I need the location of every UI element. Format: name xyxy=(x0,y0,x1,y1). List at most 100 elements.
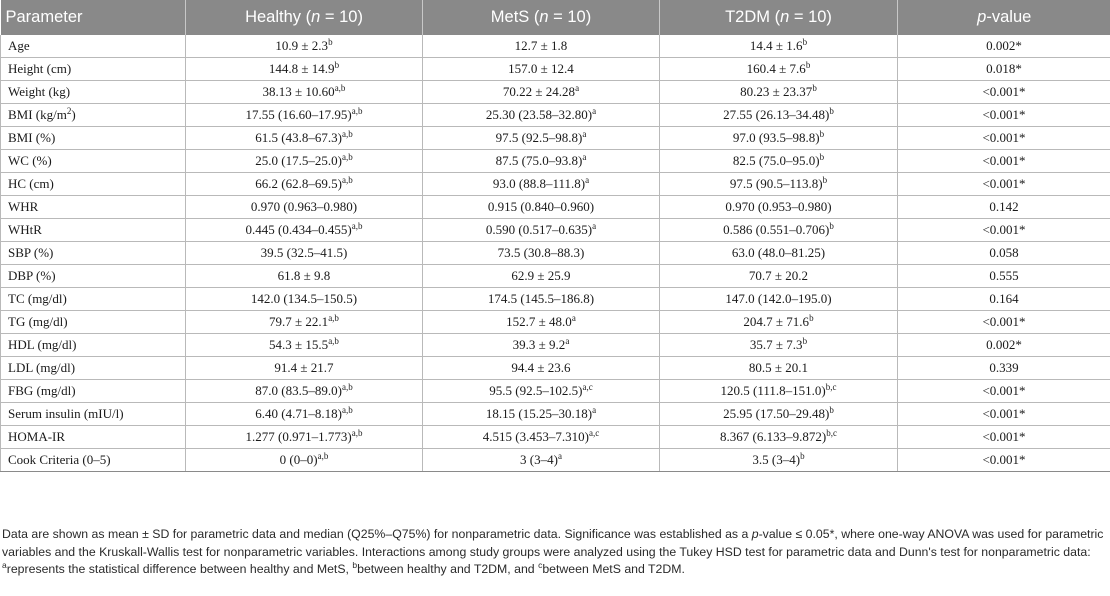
cell-t2dm: 27.55 (26.13–34.48)b xyxy=(659,103,898,127)
cell-healthy: 6.40 (4.71–8.18)a,b xyxy=(185,402,423,426)
cell-p-value: <0.001* xyxy=(897,80,1110,104)
significance-superscript: a,b xyxy=(328,336,339,346)
cell-value: 152.7 ± 48.0 xyxy=(506,314,572,329)
cell-healthy: 0.970 (0.963–0.980) xyxy=(185,195,423,219)
significance-superscript: a,b xyxy=(341,152,353,162)
header-healthy: Healthy (n = 10) xyxy=(185,0,423,35)
cell-mets: 94.4 ± 23.6 xyxy=(422,356,660,380)
significance-superscript: a,b xyxy=(341,129,353,139)
cell-value: TC (mg/dl) xyxy=(8,291,67,306)
table-row: Height (cm) 144.8 ± 14.9b 157.0 ± 12.4 160.… xyxy=(0,57,1110,81)
table-row: Weight (kg) 38.13 ± 10.60a,b 70.22 ± 24.28… xyxy=(0,80,1110,104)
cell-value: 0.445 (0.434–0.455) xyxy=(245,222,352,237)
cell-mets: 73.5 (30.8–88.3) xyxy=(422,241,660,265)
header-text: T2DM ( xyxy=(725,8,781,26)
cell-value: BMI (%) xyxy=(8,130,56,145)
cell-mets: 0.915 (0.840–0.960) xyxy=(422,195,660,219)
cell-value: 157.0 ± 12.4 xyxy=(508,61,574,76)
cell-value: 70.22 ± 24.28 xyxy=(502,84,576,99)
cell-t2dm: 97.0 (93.5–98.8)b xyxy=(659,126,898,150)
cell-t2dm: 82.5 (75.0–95.0)b xyxy=(659,149,898,173)
table-footnote: Data are shown as mean ± SD for parametr… xyxy=(2,526,1108,579)
cell-value: 79.7 ± 22.1 xyxy=(269,314,329,329)
significance-superscript: b xyxy=(334,60,340,70)
cell-value: WC (%) xyxy=(8,153,52,168)
cell-value: 10.9 ± 2.3 xyxy=(275,38,329,53)
cell-value: 25.95 (17.50–29.48) xyxy=(723,406,830,421)
cell-parameter: WHtR xyxy=(0,218,186,242)
significance-superscript: a xyxy=(592,221,597,231)
cell-value: 6.40 (4.71–8.18) xyxy=(255,406,342,421)
cell-healthy: 61.5 (43.8–67.3)a,b xyxy=(185,126,423,150)
table-row: TC (mg/dl) 142.0 (134.5–150.5) 174.5 (145.… xyxy=(0,287,1110,311)
cell-value: 8.367 (6.133–9.872) xyxy=(720,429,827,444)
cell-p-value: <0.001* xyxy=(897,149,1110,173)
cell-healthy: 0.445 (0.434–0.455)a,b xyxy=(185,218,423,242)
header-text: = 10) xyxy=(320,8,363,26)
cell-value: DBP (%) xyxy=(8,268,56,283)
significance-superscript: a,b xyxy=(328,313,339,323)
significance-superscript: a,b xyxy=(317,451,329,461)
cell-value: 174.5 (145.5–186.8) xyxy=(487,291,595,306)
cell-p-value: <0.001* xyxy=(897,379,1110,403)
header-mets: MetS (n = 10) xyxy=(422,0,660,35)
cell-p-value: 0.018* xyxy=(897,57,1110,81)
cell-healthy: 17.55 (16.60–17.95)a,b xyxy=(185,103,423,127)
significance-superscript: b,c xyxy=(825,382,837,392)
cell-value: TG (mg/dl) xyxy=(8,314,68,329)
cell-value: WHR xyxy=(8,199,39,214)
cell-healthy: 61.8 ± 9.8 xyxy=(185,264,423,288)
cell-value: 54.3 ± 15.5 xyxy=(269,337,329,352)
cell-p-value: <0.001* xyxy=(897,310,1110,334)
table-row: FBG (mg/dl) 87.0 (83.5–89.0)a,b 95.5 (92.5… xyxy=(0,379,1110,403)
cell-parameter: Age xyxy=(0,35,186,58)
cell-healthy: 1.277 (0.971–1.773)a,b xyxy=(185,425,423,449)
cell-value: 12.7 ± 1.8 xyxy=(514,38,568,53)
cell-mets: 18.15 (15.25–30.18)a xyxy=(422,402,660,426)
cell-value: Weight (kg) xyxy=(8,84,71,99)
cell-value: <0.001* xyxy=(982,383,1026,398)
significance-superscript: b xyxy=(809,313,814,323)
cell-value: 80.5 ± 20.1 xyxy=(748,360,809,375)
table-row: LDL (mg/dl) 91.4 ± 21.7 94.4 ± 23.6 80.5 ± … xyxy=(0,356,1110,380)
cell-t2dm: 204.7 ± 71.6b xyxy=(659,310,898,334)
cell-parameter: BMI (%) xyxy=(0,126,186,150)
cell-value: <0.001* xyxy=(982,176,1026,191)
table-row: Age 10.9 ± 2.3b 12.7 ± 1.8 14.4 ± 1.6b 0.002… xyxy=(0,35,1110,58)
cell-mets: 62.9 ± 25.9 xyxy=(422,264,660,288)
cell-value: 0 (0–0) xyxy=(279,452,318,467)
cell-parameter: TG (mg/dl) xyxy=(0,310,186,334)
cell-healthy: 54.3 ± 15.5a,b xyxy=(185,333,423,357)
cell-value: 25.30 (23.58–32.80) xyxy=(485,107,593,122)
cell-value: 97.0 (93.5–98.8) xyxy=(732,130,820,145)
cell-parameter: Serum insulin (mIU/l) xyxy=(0,402,186,426)
cell-mets: 152.7 ± 48.0a xyxy=(422,310,660,334)
table-row: HOMA-IR 1.277 (0.971–1.773)a,b 4.515 (3.45… xyxy=(0,425,1110,449)
cell-t2dm: 160.4 ± 7.6b xyxy=(659,57,898,81)
cell-p-value: <0.001* xyxy=(897,448,1110,472)
cell-parameter: BMI (kg/m2) xyxy=(0,103,186,127)
cell-value: 0.142 xyxy=(989,199,1019,214)
significance-superscript: b xyxy=(819,152,825,162)
table-row: HC (cm) 66.2 (62.8–69.5)a,b 93.0 (88.8–111… xyxy=(0,172,1110,196)
footnote-text: between MetS and T2DM. xyxy=(542,562,685,577)
cell-value: 97.5 (92.5–98.8) xyxy=(495,130,583,145)
cell-t2dm: 147.0 (142.0–195.0) xyxy=(659,287,898,311)
cell-parameter: SBP (%) xyxy=(0,241,186,265)
cell-value: 120.5 (111.8–151.0) xyxy=(720,383,826,398)
cell-healthy: 39.5 (32.5–41.5) xyxy=(185,241,423,265)
cell-value: 27.55 (26.13–34.48) xyxy=(723,107,830,122)
cell-value: 91.4 ± 21.7 xyxy=(274,360,334,375)
cell-t2dm: 80.23 ± 23.37b xyxy=(659,80,898,104)
cell-value: 4.515 (3.453–7.310) xyxy=(482,429,589,444)
header-p-value: p-value xyxy=(897,0,1110,35)
table-row: TG (mg/dl) 79.7 ± 22.1a,b 152.7 ± 48.0a 204… xyxy=(0,310,1110,334)
cell-value: 0.018* xyxy=(986,61,1022,76)
significance-superscript: b xyxy=(800,451,805,461)
footnote-text: between healthy and T2DM, and xyxy=(357,562,539,577)
cell-value: 0.339 xyxy=(989,360,1019,375)
significance-superscript: a xyxy=(592,405,597,415)
cell-t2dm: 35.7 ± 7.3b xyxy=(659,333,898,357)
significance-superscript: a,c xyxy=(582,382,593,392)
table-row: Serum insulin (mIU/l) 6.40 (4.71–8.18)a,b… xyxy=(0,402,1110,426)
